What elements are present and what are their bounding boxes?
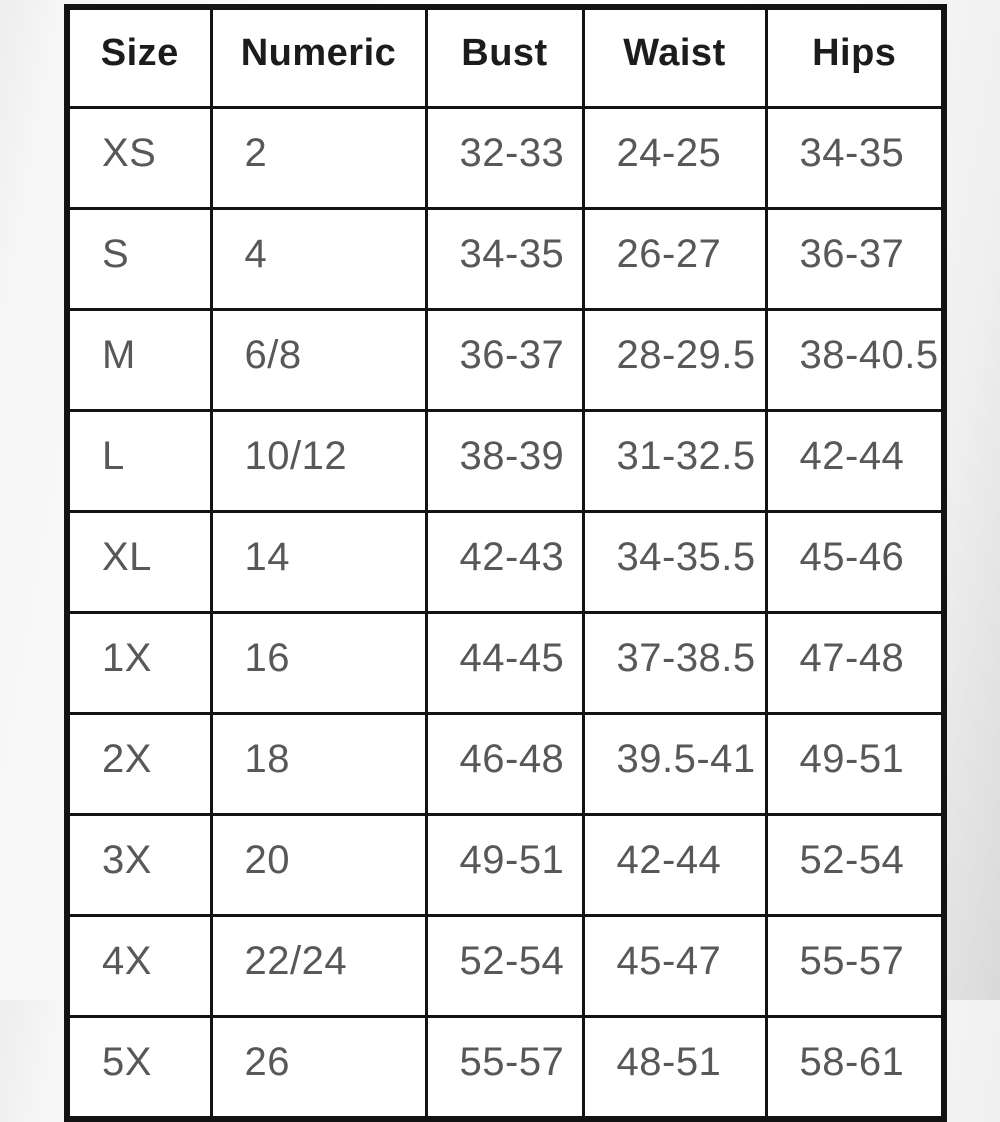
table-row-2x: 2X 18 46-48 39.5-41 49-51: [65, 712, 946, 816]
cell-bust: 49-51: [424, 813, 585, 917]
table-row-5x: 5X 26 55-57 48-51 58-61: [65, 1015, 946, 1121]
cell-size: 1X: [65, 611, 213, 715]
cell-size: 2X: [65, 712, 213, 816]
cell-bust: 38-39: [424, 409, 585, 513]
table-row-m: M 6/8 36-37 28-29.5 38-40.5: [65, 308, 946, 412]
cell-hips: 47-48: [764, 611, 946, 715]
cell-size: XL: [65, 510, 213, 614]
table-body: XS 2 32-33 24-25 34-35 S 4 34-35 26-27 3…: [65, 106, 946, 1121]
cell-size: M: [65, 308, 213, 412]
cell-size: L: [65, 409, 213, 513]
table-row-1x: 1X 16 44-45 37-38.5 47-48: [65, 611, 946, 715]
table-header: Size Numeric Bust Waist Hips: [65, 5, 946, 109]
column-header-numeric: Numeric: [209, 5, 428, 109]
cell-bust: 42-43: [424, 510, 585, 614]
cell-waist: 28-29.5: [581, 308, 768, 412]
cell-numeric: 4: [209, 207, 428, 311]
table-row-4x: 4X 22/24 52-54 45-47 55-57: [65, 914, 946, 1018]
table-row-xs: XS 2 32-33 24-25 34-35: [65, 106, 946, 210]
cell-bust: 36-37: [424, 308, 585, 412]
cell-waist: 24-25: [581, 106, 768, 210]
cell-waist: 34-35.5: [581, 510, 768, 614]
cell-waist: 48-51: [581, 1015, 768, 1121]
cell-hips: 49-51: [764, 712, 946, 816]
column-header-bust: Bust: [424, 5, 585, 109]
header-row: Size Numeric Bust Waist Hips: [65, 5, 946, 109]
cell-hips: 52-54: [764, 813, 946, 917]
cell-hips: 45-46: [764, 510, 946, 614]
cell-bust: 44-45: [424, 611, 585, 715]
cell-bust: 32-33: [424, 106, 585, 210]
cell-hips: 34-35: [764, 106, 946, 210]
cell-size: 4X: [65, 914, 213, 1018]
cell-numeric: 16: [209, 611, 428, 715]
cell-size: 3X: [65, 813, 213, 917]
size-chart-table: Size Numeric Bust Waist Hips XS 2 32-33 …: [64, 4, 947, 1122]
column-header-waist: Waist: [581, 5, 768, 109]
cell-size: 5X: [65, 1015, 213, 1121]
column-header-size: Size: [65, 5, 213, 109]
cell-numeric: 14: [209, 510, 428, 614]
table-row-3x: 3X 20 49-51 42-44 52-54: [65, 813, 946, 917]
table-row-l: L 10/12 38-39 31-32.5 42-44: [65, 409, 946, 513]
cell-waist: 31-32.5: [581, 409, 768, 513]
cell-waist: 42-44: [581, 813, 768, 917]
cell-hips: 38-40.5: [764, 308, 946, 412]
cell-waist: 39.5-41: [581, 712, 768, 816]
cell-numeric: 26: [209, 1015, 428, 1121]
cell-size: S: [65, 207, 213, 311]
cell-hips: 42-44: [764, 409, 946, 513]
table-row-xl: XL 14 42-43 34-35.5 45-46: [65, 510, 946, 614]
cell-numeric: 20: [209, 813, 428, 917]
cell-hips: 36-37: [764, 207, 946, 311]
cell-waist: 45-47: [581, 914, 768, 1018]
cell-waist: 37-38.5: [581, 611, 768, 715]
cell-bust: 52-54: [424, 914, 585, 1018]
cell-bust: 34-35: [424, 207, 585, 311]
cell-hips: 58-61: [764, 1015, 946, 1121]
cell-size: XS: [65, 106, 213, 210]
cell-numeric: 22/24: [209, 914, 428, 1018]
column-header-hips: Hips: [764, 5, 946, 109]
cell-numeric: 6/8: [209, 308, 428, 412]
cell-bust: 55-57: [424, 1015, 585, 1121]
table-row-s: S 4 34-35 26-27 36-37: [65, 207, 946, 311]
cell-numeric: 10/12: [209, 409, 428, 513]
cell-waist: 26-27: [581, 207, 768, 311]
cell-bust: 46-48: [424, 712, 585, 816]
cell-numeric: 2: [209, 106, 428, 210]
cell-numeric: 18: [209, 712, 428, 816]
cell-hips: 55-57: [764, 914, 946, 1018]
